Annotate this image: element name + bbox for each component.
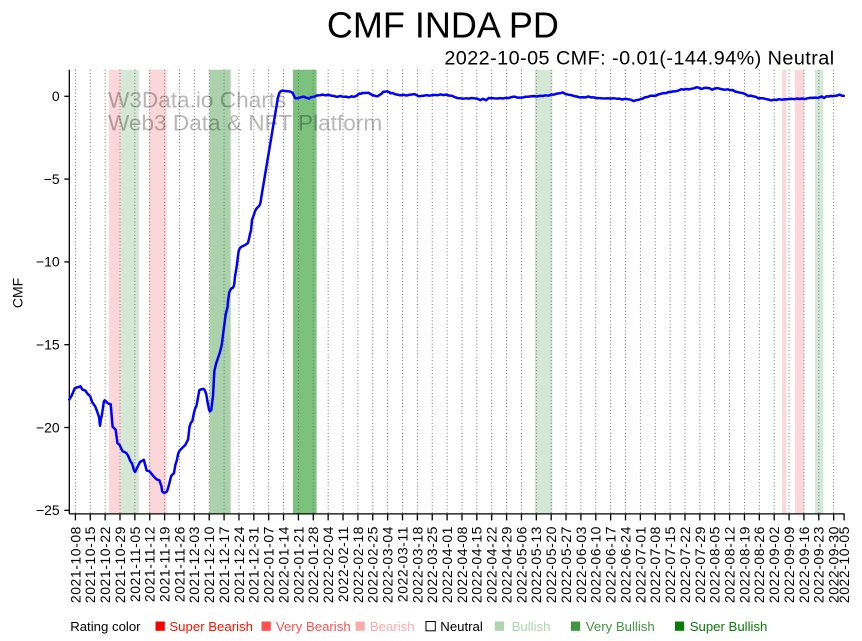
svg-text:2022-03-04: 2022-03-04 — [380, 526, 396, 603]
svg-text:CMF: CMF — [10, 278, 26, 308]
svg-text:2022-09-09: 2022-09-09 — [781, 526, 797, 603]
svg-text:CMF INDA PD: CMF INDA PD — [327, 5, 559, 46]
svg-text:2022-09-02: 2022-09-02 — [766, 526, 782, 603]
svg-text:2022-10-05: 2022-10-05 — [836, 526, 852, 603]
svg-text:2022-03-25: 2022-03-25 — [424, 526, 440, 603]
svg-text:Super Bearish: Super Bearish — [169, 619, 253, 634]
svg-text:2022-07-29: 2022-07-29 — [692, 526, 708, 603]
svg-text:2022-06-03: 2022-06-03 — [573, 526, 589, 603]
svg-text:−25: −25 — [36, 502, 60, 518]
svg-text:2022-04-29: 2022-04-29 — [498, 526, 514, 603]
svg-text:2022-07-15: 2022-07-15 — [662, 526, 678, 603]
svg-text:2022-02-25: 2022-02-25 — [365, 526, 381, 603]
svg-text:2021-11-19: 2021-11-19 — [157, 526, 173, 602]
svg-text:2022-07-22: 2022-07-22 — [677, 526, 693, 603]
svg-text:2022-09-30: 2022-09-30 — [826, 526, 842, 603]
svg-text:2022-04-01: 2022-04-01 — [439, 526, 455, 603]
svg-text:2021-12-10: 2021-12-10 — [201, 526, 217, 603]
svg-text:2022-04-15: 2022-04-15 — [469, 526, 485, 603]
svg-text:2022-06-10: 2022-06-10 — [588, 526, 604, 603]
svg-text:2021-11-12: 2021-11-12 — [142, 526, 158, 602]
svg-text:2021-11-05: 2021-11-05 — [127, 526, 143, 602]
svg-text:2022-02-18: 2022-02-18 — [350, 526, 366, 603]
svg-text:2022-09-16: 2022-09-16 — [796, 526, 812, 603]
svg-text:2022-03-11: 2022-03-11 — [394, 526, 410, 602]
svg-text:2022-01-21: 2022-01-21 — [290, 526, 306, 603]
svg-text:2022-02-11: 2022-02-11 — [335, 526, 351, 602]
svg-text:2022-02-04: 2022-02-04 — [320, 526, 336, 603]
svg-text:2022-08-19: 2022-08-19 — [736, 526, 752, 603]
svg-text:2021-10-22: 2021-10-22 — [97, 526, 113, 603]
svg-text:2022-01-07: 2022-01-07 — [261, 526, 277, 603]
svg-text:Web3 Data & NFT Platform: Web3 Data & NFT Platform — [108, 111, 382, 136]
svg-text:2021-12-31: 2021-12-31 — [246, 526, 262, 603]
svg-text:2021-10-08: 2021-10-08 — [67, 526, 83, 603]
svg-text:Very Bullish: Very Bullish — [586, 619, 655, 634]
svg-text:−15: −15 — [36, 337, 60, 353]
svg-text:−5: −5 — [44, 171, 60, 187]
svg-text:2022-09-23: 2022-09-23 — [811, 526, 827, 603]
svg-text:2021-12-17: 2021-12-17 — [216, 526, 232, 603]
svg-text:Bearish: Bearish — [370, 619, 415, 634]
svg-text:2022-03-18: 2022-03-18 — [409, 526, 425, 603]
svg-text:2022-05-27: 2022-05-27 — [558, 526, 574, 603]
svg-text:2022-05-13: 2022-05-13 — [528, 526, 544, 603]
svg-text:2022-01-14: 2022-01-14 — [275, 526, 291, 603]
svg-text:2021-11-26: 2021-11-26 — [171, 526, 187, 602]
svg-text:−10: −10 — [36, 254, 60, 270]
svg-text:W3Data.io Charts: W3Data.io Charts — [108, 87, 286, 112]
svg-text:Very Bearish: Very Bearish — [276, 619, 351, 634]
svg-text:2022-10-05 CMF: -0.01(-144.94%: 2022-10-05 CMF: -0.01(-144.94%) Neutral — [444, 47, 834, 69]
svg-text:2022-07-08: 2022-07-08 — [647, 526, 663, 603]
svg-text:2022-07-01: 2022-07-01 — [632, 526, 648, 603]
svg-text:2022-04-08: 2022-04-08 — [454, 526, 470, 603]
svg-text:2022-05-20: 2022-05-20 — [543, 526, 559, 603]
svg-text:2022-06-17: 2022-06-17 — [603, 526, 619, 603]
svg-text:Rating color: Rating color — [70, 619, 141, 634]
svg-text:2021-10-15: 2021-10-15 — [82, 526, 98, 603]
svg-text:−20: −20 — [36, 419, 60, 435]
svg-text:Neutral: Neutral — [440, 619, 483, 634]
svg-text:2022-08-26: 2022-08-26 — [751, 526, 767, 603]
svg-text:2022-08-12: 2022-08-12 — [721, 526, 737, 603]
svg-text:Bullish: Bullish — [512, 619, 551, 634]
svg-text:2022-01-28: 2022-01-28 — [305, 526, 321, 603]
svg-text:2021-12-24: 2021-12-24 — [231, 526, 247, 603]
svg-text:2021-10-29: 2021-10-29 — [112, 526, 128, 603]
svg-text:Super Bullish: Super Bullish — [690, 619, 768, 634]
svg-text:2022-04-22: 2022-04-22 — [484, 526, 500, 603]
svg-text:0: 0 — [52, 88, 60, 104]
svg-text:2022-06-24: 2022-06-24 — [617, 526, 633, 603]
svg-text:2022-05-06: 2022-05-06 — [513, 526, 529, 603]
svg-text:2021-12-03: 2021-12-03 — [186, 526, 202, 603]
svg-text:2022-08-05: 2022-08-05 — [707, 526, 723, 603]
